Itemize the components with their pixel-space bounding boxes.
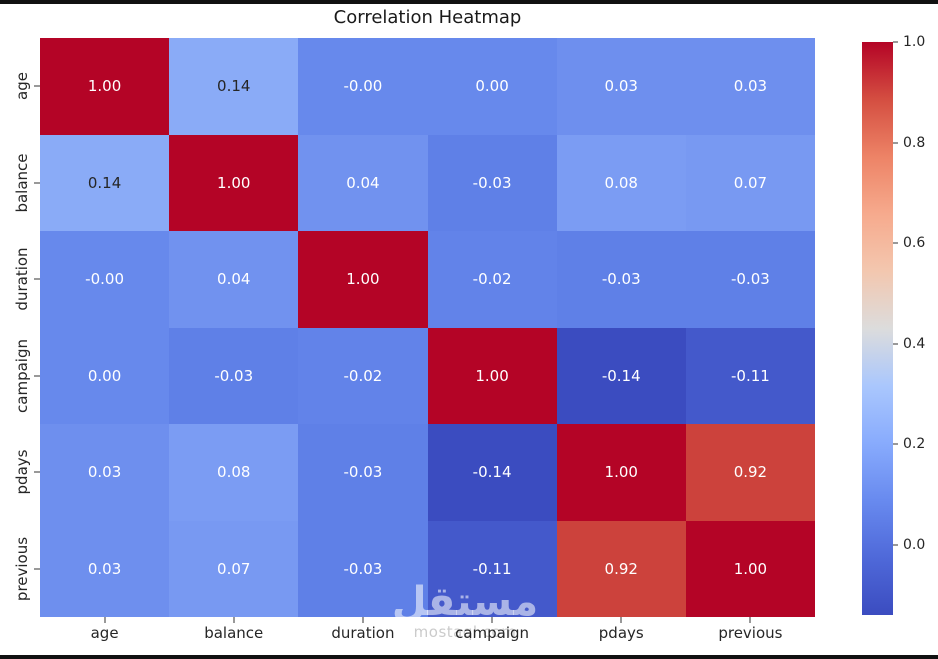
x-tick-label-pdays: pdays <box>598 624 644 642</box>
heatmap-cell-previous-balance: 0.07 <box>169 520 299 617</box>
heatmap-cell-balance-duration: 0.04 <box>298 134 428 231</box>
x-tick-mark <box>749 617 751 623</box>
colorbar-tick-mark <box>893 544 898 546</box>
y-tick-mark <box>34 278 40 280</box>
heatmap-grid: 1.00 0.14 -0.00 0.00 0.03 0.03 0.14 1.00 0.04 -0.… <box>40 38 815 617</box>
x-tick-label-duration: duration <box>331 624 395 642</box>
heatmap-cell-pdays-campaign: -0.14 <box>427 424 557 521</box>
heatmap-cell-pdays-balance: 0.08 <box>169 424 299 521</box>
x-tick-mark <box>233 617 235 623</box>
y-tick-label-duration: duration <box>13 247 31 311</box>
heatmap-cell-campaign-duration: -0.02 <box>298 327 428 424</box>
x-tick-mark <box>362 617 364 623</box>
heatmap-cell-previous-age: 0.03 <box>40 520 170 617</box>
colorbar-tick-label: 0.8 <box>903 134 926 151</box>
heatmap-cell-duration-previous: -0.03 <box>685 231 815 328</box>
heatmap-cell-balance-campaign: -0.03 <box>427 134 557 231</box>
heatmap-cell-previous-campaign: -0.11 <box>427 520 557 617</box>
colorbar-tick-mark <box>893 242 898 244</box>
heatmap-cell-age-duration: -0.00 <box>298 38 428 135</box>
colorbar-tick-label: 0.0 <box>903 536 926 553</box>
heatmap-cell-age-campaign: 0.00 <box>427 38 557 135</box>
heatmap-cell-pdays-previous: 0.92 <box>685 424 815 521</box>
heatmap-cell-pdays-duration: -0.03 <box>298 424 428 521</box>
heatmap-cell-campaign-pdays: -0.14 <box>556 327 686 424</box>
colorbar-gradient <box>862 42 893 615</box>
heatmap-cell-balance-previous: 0.07 <box>685 134 815 231</box>
chart-title: Correlation Heatmap <box>333 7 522 28</box>
x-tick-label-balance: balance <box>204 624 264 642</box>
heatmap-cell-previous-pdays: 0.92 <box>556 520 686 617</box>
y-tick-label-campaign: campaign <box>13 338 31 413</box>
heatmap-cell-pdays-pdays: 1.00 <box>556 424 686 521</box>
colorbar-tick-label: 1.0 <box>903 34 926 50</box>
heatmap-cell-pdays-age: 0.03 <box>40 424 170 521</box>
heatmap-cell-duration-campaign: -0.02 <box>427 231 557 328</box>
x-tick-label-age: age <box>90 624 119 642</box>
y-tick-label-previous: previous <box>13 536 31 601</box>
colorbar-tick-label: 0.6 <box>903 235 926 252</box>
top-border <box>0 0 938 4</box>
colorbar-tick-mark <box>893 443 898 445</box>
x-tick-label-previous: previous <box>718 624 783 642</box>
y-tick-mark <box>34 471 40 473</box>
y-tick-label-balance: balance <box>13 153 31 213</box>
heatmap-cell-campaign-balance: -0.03 <box>169 327 299 424</box>
heatmap-cell-balance-balance: 1.00 <box>169 134 299 231</box>
heatmap-cell-duration-duration: 1.00 <box>298 231 428 328</box>
heatmap-cell-previous-duration: -0.03 <box>298 520 428 617</box>
heatmap-cell-age-previous: 0.03 <box>685 38 815 135</box>
x-tick-mark <box>104 617 106 623</box>
x-tick-mark <box>491 617 493 623</box>
x-tick-mark <box>620 617 622 623</box>
heatmap-cell-age-age: 1.00 <box>40 38 170 135</box>
y-tick-label-pdays: pdays <box>13 449 31 495</box>
heatmap-cell-campaign-campaign: 1.00 <box>427 327 557 424</box>
heatmap-cell-campaign-age: 0.00 <box>40 327 170 424</box>
heatmap-cell-duration-pdays: -0.03 <box>556 231 686 328</box>
heatmap-cell-balance-pdays: 0.08 <box>556 134 686 231</box>
heatmap-cell-duration-age: -0.00 <box>40 231 170 328</box>
heatmap-cell-age-pdays: 0.03 <box>556 38 686 135</box>
colorbar <box>862 42 893 615</box>
heatmap-cell-balance-age: 0.14 <box>40 134 170 231</box>
x-tick-label-campaign: campaign <box>455 624 530 642</box>
y-tick-mark <box>34 85 40 87</box>
colorbar-tick-label: 0.2 <box>903 436 926 453</box>
colorbar-tick-mark <box>893 142 898 144</box>
y-tick-label-age: age <box>13 72 31 101</box>
heatmap-cell-campaign-previous: -0.11 <box>685 327 815 424</box>
colorbar-tick-label: 0.4 <box>903 335 926 352</box>
heatmap-cell-age-balance: 0.14 <box>169 38 299 135</box>
y-tick-mark <box>34 568 40 570</box>
y-tick-mark <box>34 375 40 377</box>
y-tick-mark <box>34 182 40 184</box>
bottom-border <box>0 655 938 659</box>
heatmap-cell-duration-balance: 0.04 <box>169 231 299 328</box>
colorbar-tick-mark <box>893 41 898 43</box>
colorbar-tick-mark <box>893 343 898 345</box>
heatmap-cell-previous-previous: 1.00 <box>685 520 815 617</box>
